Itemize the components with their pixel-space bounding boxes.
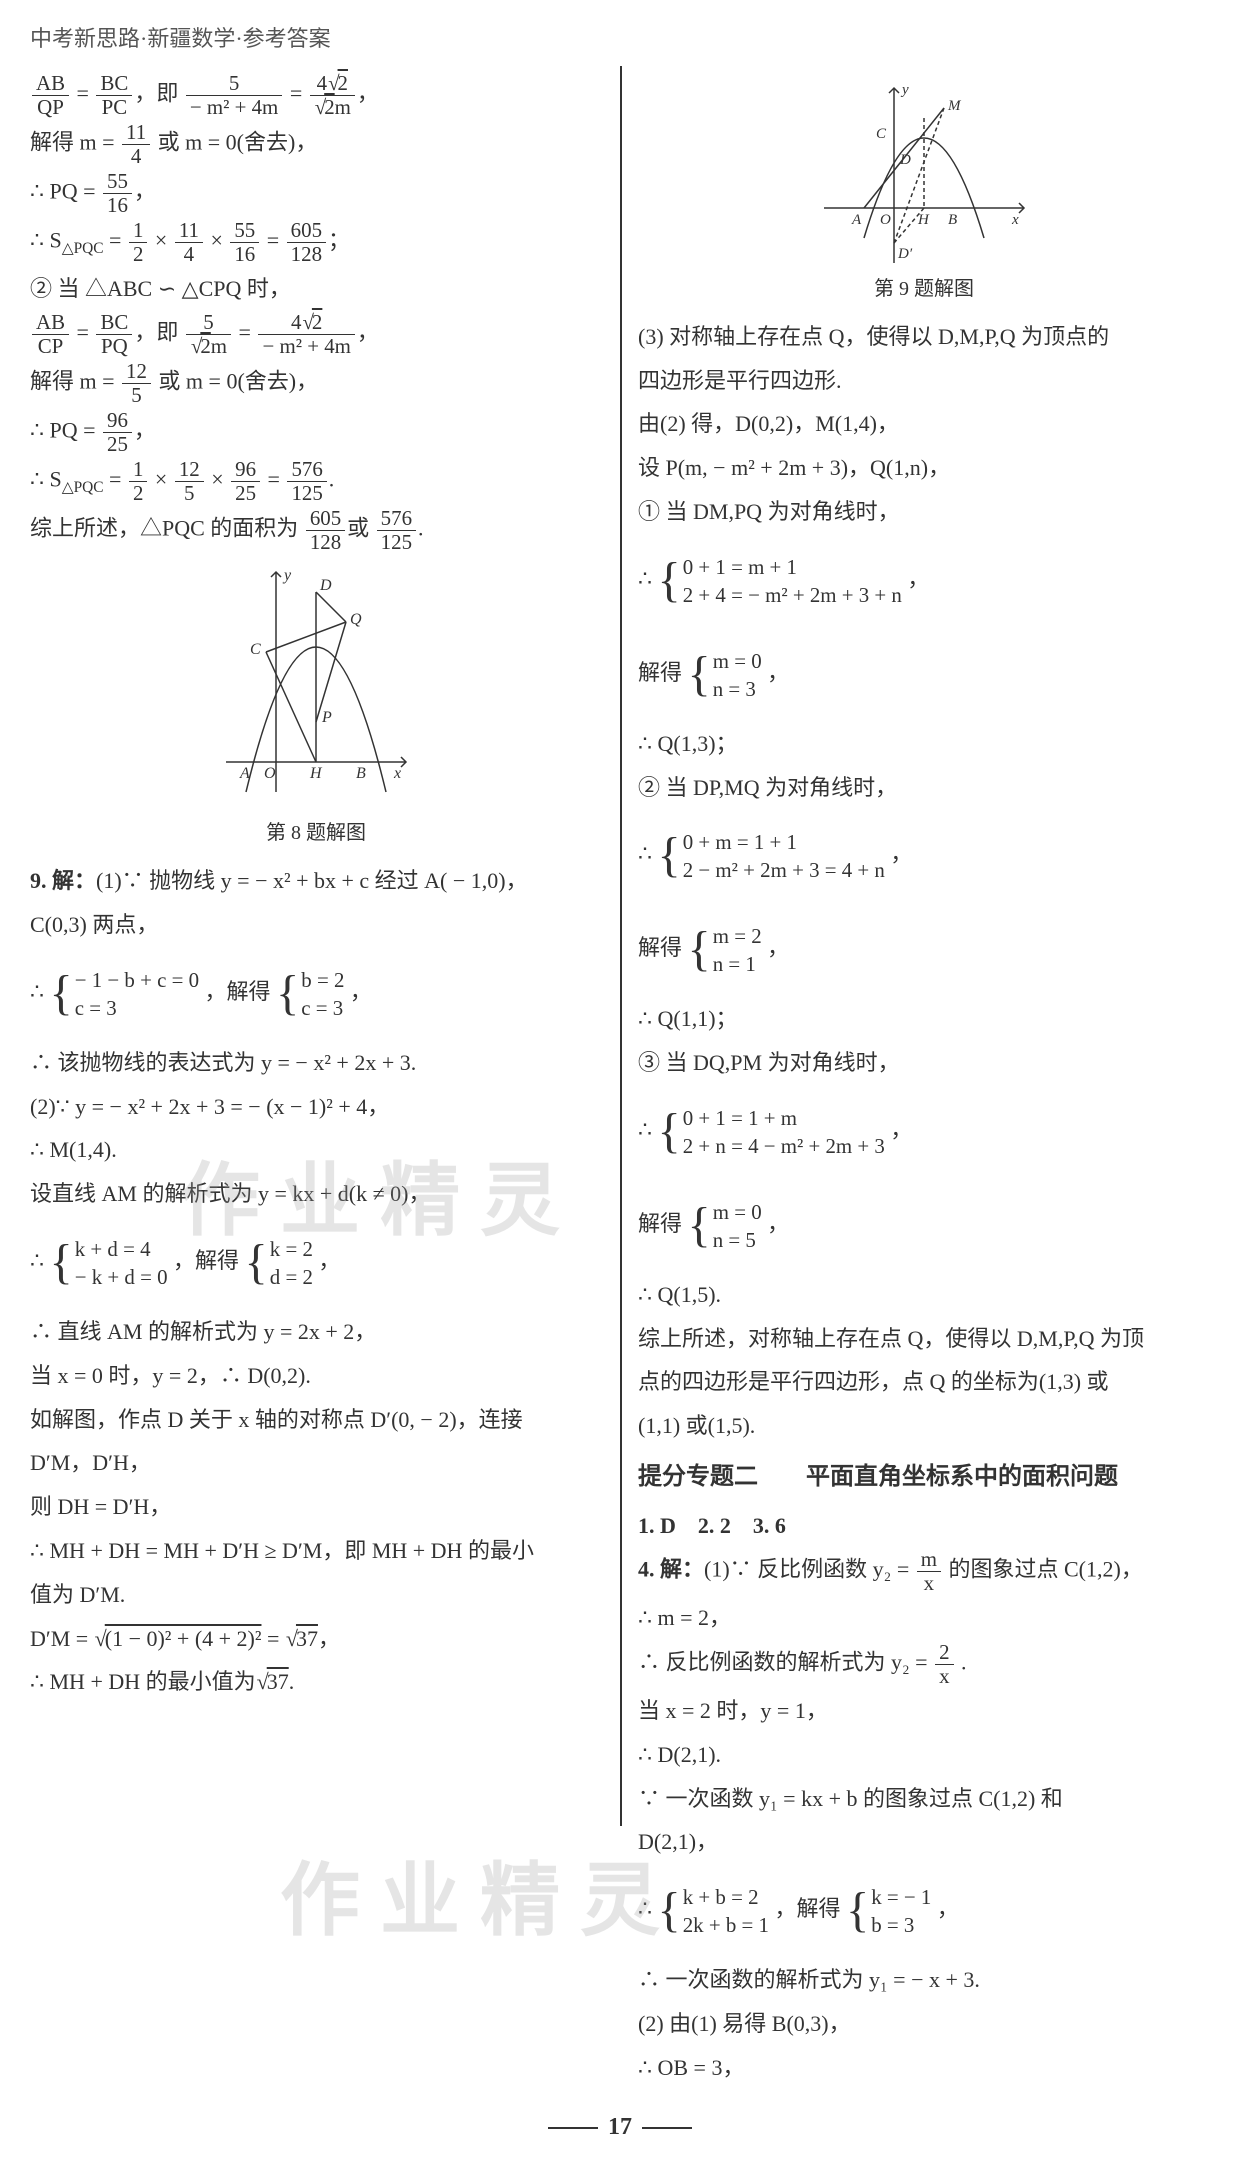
text-line: ∴ m = 2， xyxy=(638,1597,1210,1639)
text-line: 由(2) 得，D(0,2)，M(1,4)， xyxy=(638,403,1210,445)
svg-text:x: x xyxy=(393,765,401,782)
text-line: ∴ Q(1,1)； xyxy=(638,998,1210,1040)
text-line: ∴ MH + DH = MH + D′H ≥ D′M，即 MH + DH 的最小 xyxy=(30,1530,602,1572)
text-line: ∴ Q(1,3)； xyxy=(638,723,1210,765)
text-line: (2)∵ y = − x² + 2x + 3 = − (x − 1)² + 4， xyxy=(30,1086,602,1128)
svg-text:y: y xyxy=(282,567,292,584)
svg-text:P: P xyxy=(321,709,332,726)
figure-caption: 第 9 题解图 xyxy=(638,270,1210,308)
eq-line: ∴ PQ = 5516， xyxy=(30,170,602,217)
eq-line: ∴ k + d = 4− k + d = 0 ，解得 k = 2d = 2 ， xyxy=(30,1217,602,1309)
eq-line: 解得 m = 0n = 3 ， xyxy=(638,629,1210,721)
svg-text:B: B xyxy=(356,765,366,782)
figure-8: y D Q C P A O H B x 第 8 题解图 xyxy=(30,562,602,852)
eq-line: ∴ k + b = 22k + b = 1 ，解得 k = − 1b = 3 ， xyxy=(638,1865,1210,1957)
text-line: 综上所述，对称轴上存在点 Q，使得以 D,M,P,Q 为顶 xyxy=(638,1318,1210,1360)
eq-line: ∴ S△PQC = 12 × 125 × 9625 = 576125. xyxy=(30,458,602,505)
svg-text:A: A xyxy=(851,212,862,228)
text-line: (1,1) 或(1,5). xyxy=(638,1405,1210,1447)
text-line: 当 x = 0 时，y = 2，∴ D(0,2). xyxy=(30,1355,602,1397)
text-line: 当 x = 2 时，y = 1， xyxy=(638,1690,1210,1732)
text-line: ∴ 一次函数的解析式为 y₁ = − x + 3. xyxy=(638,1959,1210,2001)
eq-line: ∴ − 1 − b + c = 0c = 3 ，解得 b = 2c = 3 ， xyxy=(30,948,602,1040)
text-line: D(2,1)， xyxy=(638,1821,1210,1863)
svg-text:O: O xyxy=(880,212,891,228)
svg-text:D′: D′ xyxy=(897,246,913,262)
text-line: ① 当 DM,PQ 为对角线时， xyxy=(638,491,1210,533)
svg-text:y: y xyxy=(900,82,909,98)
content-wrapper: ABQP = BCPC，即 5− m² + 4m = 422m， 解得 m = … xyxy=(0,66,1240,2095)
text-line: 综上所述，△PQC 的面积为 605128或 576125. xyxy=(30,507,602,554)
eq-line: 解得 m = 0n = 5 ， xyxy=(638,1180,1210,1272)
text-line: ② 当 DP,MQ 为对角线时， xyxy=(638,767,1210,809)
eq-line: ∴ PQ = 9625， xyxy=(30,409,602,456)
eq-line: D′M = (1 − 0)² + (4 + 2)² = 37， xyxy=(30,1618,602,1660)
eq-line: ∴ MH + DH 的最小值为37. xyxy=(30,1661,602,1703)
right-column: y M C D A O H B x D′ 第 9 题解图 (3) 对称轴上存在点… xyxy=(620,66,1210,2095)
column-divider xyxy=(620,66,622,1826)
svg-text:H: H xyxy=(309,765,323,782)
svg-text:C: C xyxy=(876,126,887,142)
text-line: 四边形是平行四边形. xyxy=(638,360,1210,402)
figure-9: y M C D A O H B x D′ 第 9 题解图 xyxy=(638,78,1210,308)
eq-line: 4. 解：(1)∵ 反比例函数 y₂ = mx 的图象过点 C(1,2)， xyxy=(638,1548,1210,1595)
svg-text:Q: Q xyxy=(350,611,362,628)
text-line: ∵ 一次函数 y₁ = kx + b 的图象过点 C(1,2) 和 xyxy=(638,1778,1210,1820)
text-line: ∴ 该抛物线的表达式为 y = − x² + 2x + 3. xyxy=(30,1042,602,1084)
text-line: ∴ M(1,4). xyxy=(30,1129,602,1171)
eq-line: ABCP = BCPQ，即 52m = 42− m² + 4m， xyxy=(30,311,602,358)
text-line: ② 当 △ABC ∽ △CPQ 时， xyxy=(30,268,602,310)
text-line: 设 P(m, − m² + 2m + 3)，Q(1,n)， xyxy=(638,447,1210,489)
svg-text:B: B xyxy=(948,212,957,228)
svg-text:C: C xyxy=(250,641,261,658)
eq-line: 解得 m = 2n = 1 ， xyxy=(638,904,1210,996)
eq-line: ∴ 0 + 1 = 1 + m2 + n = 4 − m² + 2m + 3 ， xyxy=(638,1086,1210,1178)
svg-text:x: x xyxy=(1011,212,1019,228)
svg-text:H: H xyxy=(917,212,930,228)
text-line: C(0,3) 两点， xyxy=(30,904,602,946)
eq-line: 解得 m = 125 或 m = 0(舍去)， xyxy=(30,360,602,407)
eq-line: ∴ 反比例函数的解析式为 y₂ = 2x . xyxy=(638,1641,1210,1688)
eq-line: ∴ S△PQC = 12 × 114 × 5516 = 605128； xyxy=(30,219,602,266)
text-line: 9. 解：(1)∵ 抛物线 y = − x² + bx + c 经过 A( − … xyxy=(30,860,602,902)
text-line: ∴ 直线 AM 的解析式为 y = 2x + 2， xyxy=(30,1311,602,1353)
section-title: 提分专题二 平面直角坐标系中的面积问题 xyxy=(638,1455,1210,1501)
svg-text:D: D xyxy=(319,577,332,594)
svg-text:D: D xyxy=(899,152,911,168)
text-line: ∴ Q(1,5). xyxy=(638,1274,1210,1316)
svg-text:O: O xyxy=(264,765,276,782)
text-line: 设直线 AM 的解析式为 y = kx + d(k ≠ 0)， xyxy=(30,1173,602,1215)
text-line: D′M，D′H， xyxy=(30,1442,602,1484)
svg-text:A: A xyxy=(239,765,250,782)
text-line: 则 DH = D′H， xyxy=(30,1486,602,1528)
page-number: 17 xyxy=(0,2095,1240,2170)
text-line: ∴ OB = 3， xyxy=(638,2047,1210,2089)
text-line: (3) 对称轴上存在点 Q，使得以 D,M,P,Q 为顶点的 xyxy=(638,316,1210,358)
left-column: ABQP = BCPC，即 5− m² + 4m = 422m， 解得 m = … xyxy=(30,66,620,2095)
text-line: (2) 由(1) 易得 B(0,3)， xyxy=(638,2003,1210,2045)
eq-line: ABQP = BCPC，即 5− m² + 4m = 422m， xyxy=(30,72,602,119)
text-line: ③ 当 DQ,PM 为对角线时， xyxy=(638,1042,1210,1084)
eq-line: ∴ 0 + m = 1 + 12 − m² + 2m + 3 = 4 + n ， xyxy=(638,810,1210,902)
eq-line: 解得 m = 114 或 m = 0(舍去)， xyxy=(30,121,602,168)
svg-text:M: M xyxy=(947,98,962,114)
text-line: 值为 D′M. xyxy=(30,1574,602,1616)
figure-caption: 第 8 题解图 xyxy=(30,814,602,852)
answer-row: 1. D 2. 2 3. 6 xyxy=(638,1505,1210,1547)
text-line: 点的四边形是平行四边形，点 Q 的坐标为(1,3) 或 xyxy=(638,1361,1210,1403)
page-header: 中考新思路·新疆数学·参考答案 xyxy=(0,0,1240,66)
text-line: ∴ D(2,1). xyxy=(638,1734,1210,1776)
text-line: 如解图，作点 D 关于 x 轴的对称点 D′(0, − 2)，连接 xyxy=(30,1399,602,1441)
eq-line: ∴ 0 + 1 = m + 12 + 4 = − m² + 2m + 3 + n… xyxy=(638,535,1210,627)
